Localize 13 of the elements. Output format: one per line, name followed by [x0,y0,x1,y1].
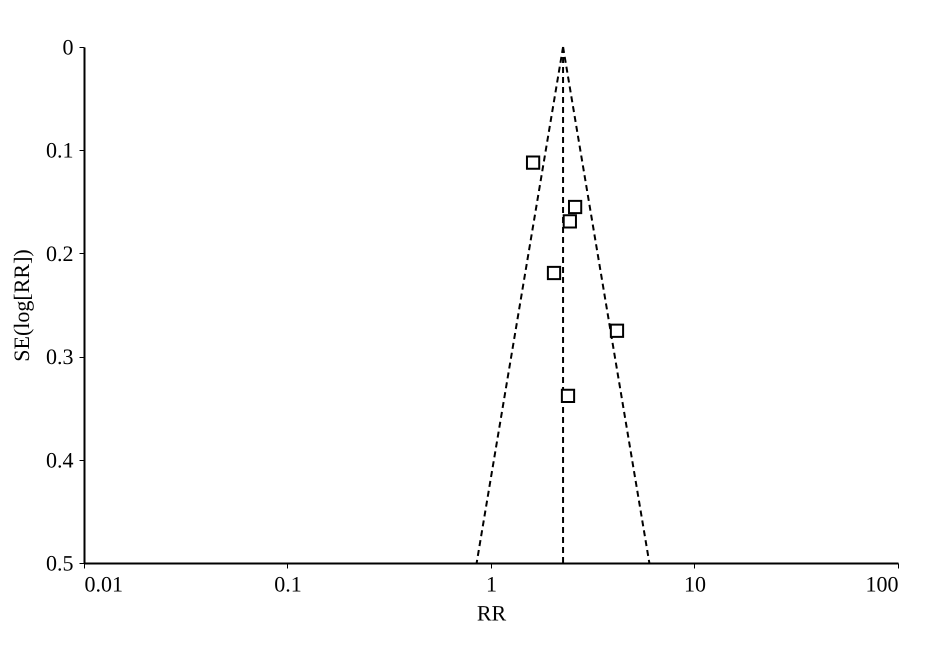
y-tick-label: 0.3 [46,344,74,370]
x-tick-label: 0.1 [274,572,302,596]
x-axis-title: RR [476,600,506,626]
y-tick-label: 0.1 [46,138,74,163]
y-axis-title: SE(log[RR]) [9,249,34,362]
y-tick-label: 0.4 [46,447,74,472]
y-tick-label: 0 [62,34,74,60]
x-tick-label: 0.01 [84,572,123,596]
x-tick-label: 1 [486,572,497,596]
x-tick-label: 100 [866,572,898,596]
y-tick-label: 0.2 [46,240,74,266]
x-tick-label: 10 [684,572,706,596]
y-tick-label: 0.5 [46,550,74,576]
